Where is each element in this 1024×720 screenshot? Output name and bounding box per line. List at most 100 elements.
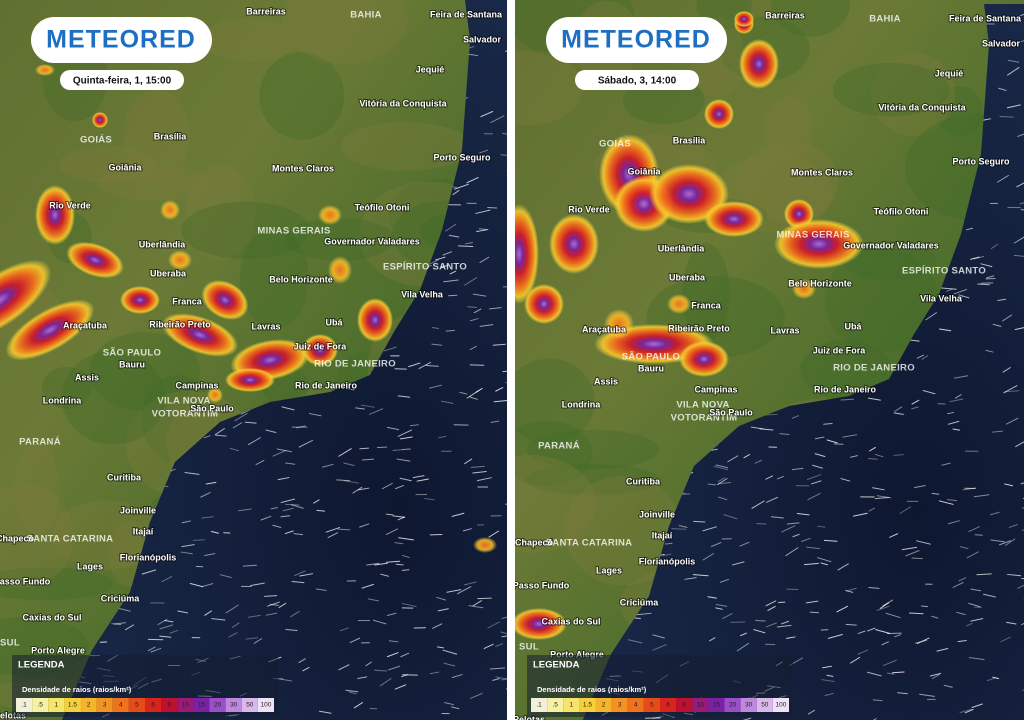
region-label: SANTA CATARINA [27, 534, 114, 545]
legend-swatch [241, 698, 258, 712]
wind-streak [279, 678, 293, 682]
wind-streak [941, 462, 951, 466]
wind-streak [255, 459, 265, 466]
wind-streak [792, 533, 800, 538]
wind-streak [477, 597, 492, 600]
legend-tick: 10 [697, 702, 705, 709]
lightning-density [328, 256, 352, 284]
legend-swatch [724, 698, 741, 712]
place-label: Florianópolis [639, 556, 696, 566]
wind-streak [786, 522, 800, 525]
wind-streak [1017, 583, 1024, 589]
legend-swatch [16, 698, 33, 712]
place-label: Governador Valadares [324, 236, 420, 246]
wind-streak [707, 483, 717, 486]
region-label: SUL [519, 642, 539, 653]
region-label: BAHIA [350, 10, 382, 21]
wind-streak [943, 684, 953, 688]
wind-streak [901, 546, 918, 551]
wind-streak [379, 678, 392, 687]
wind-streak [1002, 367, 1011, 373]
lightning-density [649, 164, 729, 224]
wind-streak [502, 369, 507, 373]
place-label: Porto Seguro [433, 152, 491, 162]
wind-streak [718, 482, 731, 485]
wind-streak [416, 478, 429, 482]
wind-streak [352, 486, 363, 494]
map-panel: Barreiras BAHIA Feira de Santana Salvador Je… [0, 0, 507, 720]
wind-streak [397, 395, 411, 398]
wind-streak [652, 644, 667, 651]
wind-streak [468, 605, 484, 609]
wind-streak [954, 394, 962, 399]
terrain-patch [97, 165, 211, 202]
logo-badge [546, 17, 727, 63]
wind-streak [812, 464, 823, 469]
wind-streak [477, 477, 492, 482]
place-label: Campinas [175, 380, 218, 390]
legend-tick: 1 [570, 702, 574, 709]
wind-streak [327, 532, 339, 539]
wind-streak [970, 588, 982, 592]
wind-streak [893, 412, 904, 415]
wind-streak [771, 516, 784, 519]
legend-tick: 8 [167, 702, 171, 709]
wind-streak [722, 613, 733, 619]
wind-streak [1001, 158, 1011, 162]
place-label: Salvador [463, 34, 502, 44]
wind-streak [383, 346, 397, 352]
wind-streak [1003, 385, 1018, 394]
wind-streak [1015, 438, 1024, 448]
place-label: Jequié [935, 68, 964, 78]
wind-streak [200, 492, 211, 498]
wind-streak [852, 512, 868, 517]
wind-streak [492, 678, 500, 681]
wind-streak [299, 573, 314, 577]
wind-streak [952, 428, 960, 431]
terrain-patch [41, 366, 92, 409]
wind-streak [147, 646, 156, 652]
wind-streak [776, 624, 792, 628]
terrain-patch [832, 62, 950, 117]
lightning-density [604, 309, 634, 339]
wind-streak [736, 642, 750, 652]
wind-streak [899, 506, 912, 514]
region-label: VOTORANTIM [671, 413, 738, 424]
lightning-density [302, 334, 338, 366]
place-label: Brasília [673, 135, 707, 145]
wind-streak [949, 398, 964, 403]
wind-streak [723, 514, 738, 520]
place-label: Campinas [694, 384, 737, 394]
wind-streak [451, 512, 465, 517]
wind-streak [479, 149, 489, 154]
wind-streak [684, 577, 697, 580]
lightning-density [92, 112, 108, 128]
wind-streak [150, 647, 162, 653]
wind-streak [785, 547, 799, 557]
legend-subtitle: Densidade de raios (raios/km²) [537, 685, 647, 694]
wind-streak [231, 622, 240, 628]
wind-streak [234, 412, 248, 422]
wind-streak [487, 206, 498, 209]
wind-streak [442, 251, 453, 256]
wind-streak [817, 525, 826, 528]
wind-streak [973, 494, 990, 498]
wind-streak [754, 459, 763, 464]
region-label: VILA NOVA [676, 400, 729, 411]
wind-streak [759, 428, 774, 431]
wind-streak [402, 554, 410, 559]
wind-streak [925, 312, 937, 321]
legend-swatch [48, 698, 65, 712]
region-label: SUL [0, 638, 20, 649]
wind-streak [215, 434, 227, 437]
wind-streak [462, 528, 472, 532]
wind-streak [336, 479, 351, 482]
wind-streak [408, 362, 421, 368]
wind-streak [891, 671, 905, 674]
wind-streak [952, 581, 964, 588]
wind-streak [953, 375, 969, 379]
legend-tick: 4 [634, 702, 638, 709]
wind-streak [431, 327, 440, 329]
terrain-patch [240, 227, 309, 330]
wind-streak [339, 627, 349, 632]
